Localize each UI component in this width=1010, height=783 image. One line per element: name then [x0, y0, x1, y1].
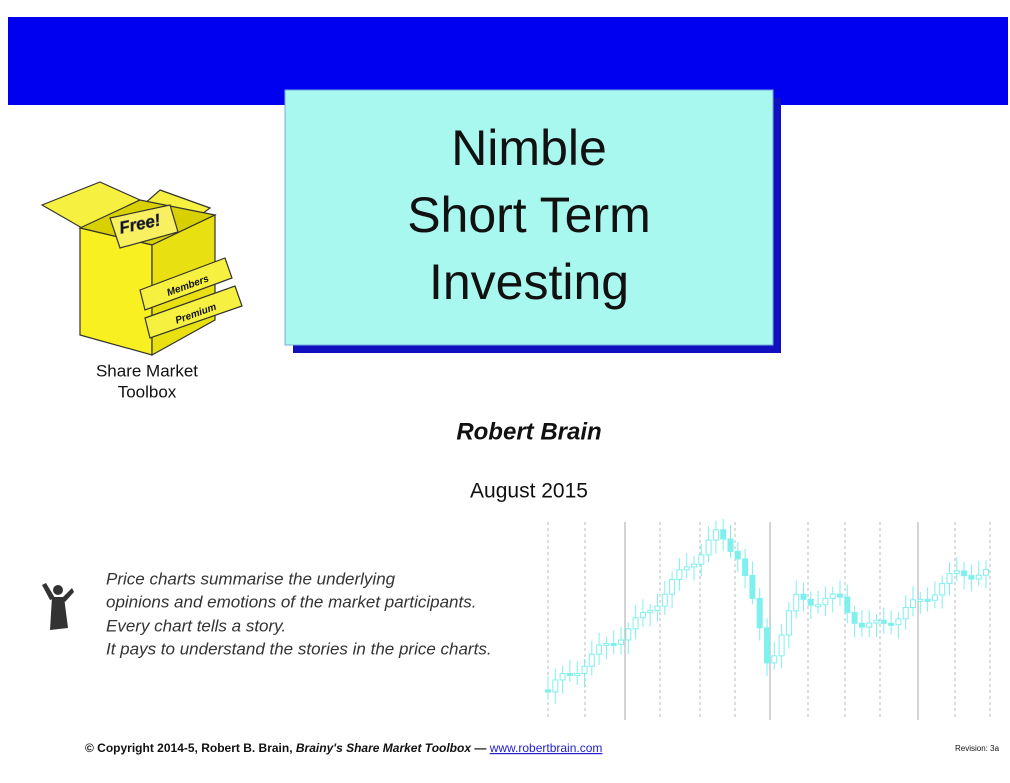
candle [546, 690, 551, 692]
candle [962, 571, 967, 576]
candle [859, 623, 864, 627]
candle [801, 594, 806, 599]
candle [582, 666, 587, 673]
candle [932, 595, 937, 600]
candle [838, 594, 843, 597]
footer: © Copyright 2014-5, Robert B. Brain, Bra… [85, 741, 602, 755]
candle [772, 656, 777, 663]
candle [757, 598, 762, 627]
dash: — [471, 741, 490, 755]
candle [750, 575, 755, 598]
candle [823, 598, 828, 604]
brand: Brainy's Share Market Toolbox [296, 741, 472, 755]
candle [706, 540, 711, 555]
candle [874, 620, 879, 623]
candle [830, 594, 835, 598]
candle [808, 599, 813, 605]
candle [925, 599, 930, 601]
candle [743, 559, 748, 576]
candle [670, 579, 675, 594]
candle [684, 567, 689, 570]
revision: Revision: 3a [955, 744, 1000, 753]
candle [918, 599, 923, 601]
candle [699, 555, 704, 564]
candle [619, 640, 624, 644]
candle [779, 635, 784, 656]
candle [662, 594, 667, 606]
candle [648, 611, 653, 613]
candle [786, 611, 791, 635]
candle [940, 584, 945, 595]
candle [881, 620, 886, 623]
candle [735, 551, 740, 559]
logo-caption: Toolbox [118, 382, 177, 401]
candle [852, 612, 857, 623]
author: Robert Brain [456, 418, 601, 445]
copyright: © Copyright 2014-5, Robert B. Brain, [85, 741, 296, 755]
slide: Nimble Short Term Investing Free! Member… [0, 0, 1010, 783]
candle [626, 629, 631, 640]
candle [954, 571, 959, 574]
candle [984, 570, 989, 575]
candle [903, 607, 908, 618]
title-line: Nimble [451, 120, 607, 176]
candle [640, 612, 645, 617]
candle [816, 605, 821, 607]
candle [947, 574, 952, 584]
candle [589, 654, 594, 666]
candle [655, 606, 660, 611]
logo-caption: Share Market [96, 361, 198, 380]
candle [633, 618, 638, 629]
candle [867, 623, 872, 627]
title-line: Short Term [407, 187, 651, 243]
candle [597, 645, 602, 654]
candle [911, 600, 916, 608]
candle [611, 643, 616, 645]
website-link[interactable]: www.robertbrain.com [489, 741, 603, 755]
date: August 2015 [470, 480, 588, 503]
candle [976, 575, 981, 579]
candle [560, 673, 565, 679]
candle [845, 597, 850, 612]
quote-line: Every chart tells a story. [106, 616, 286, 635]
quote-line: It pays to understand the stories in the… [106, 639, 492, 658]
candle [728, 539, 733, 551]
candle [889, 623, 894, 625]
candle [765, 628, 770, 663]
title-line: Investing [429, 254, 629, 310]
candle [794, 594, 799, 611]
candle [604, 643, 609, 645]
candle [553, 680, 558, 692]
quote-line: Price charts summarise the underlying [106, 569, 396, 588]
candle [713, 530, 718, 540]
candle [969, 576, 974, 579]
candle [677, 570, 682, 580]
candle [567, 673, 572, 675]
quote-line: opinions and emotions of the market part… [106, 592, 476, 611]
candle [896, 619, 901, 625]
candle [575, 673, 580, 675]
candle [692, 564, 697, 567]
candle [721, 530, 726, 539]
